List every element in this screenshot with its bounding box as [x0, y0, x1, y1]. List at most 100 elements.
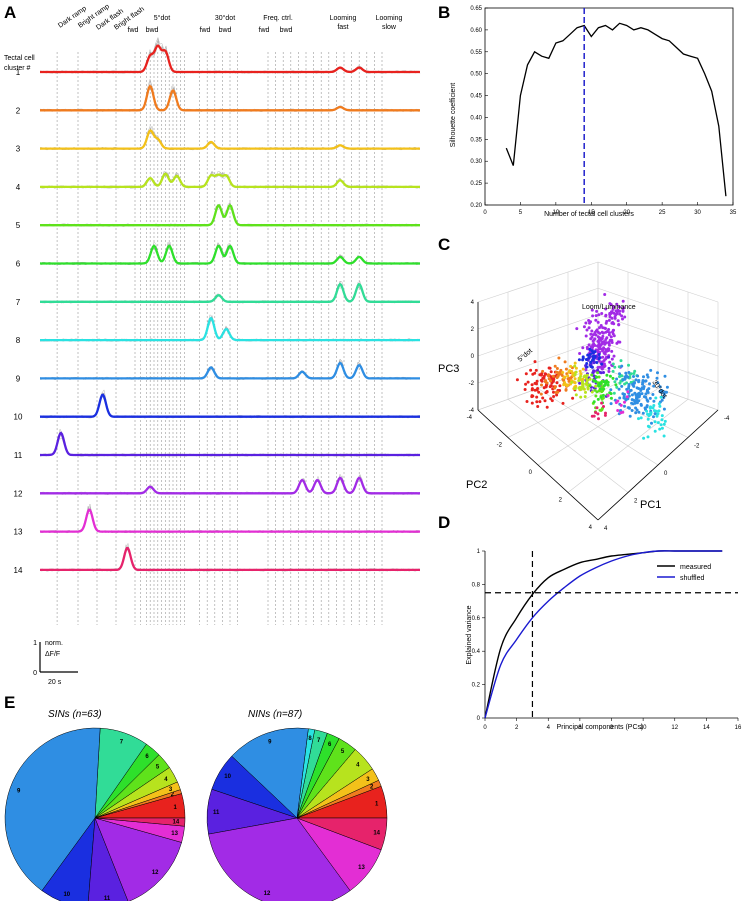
- c-cell-point-511: [600, 390, 604, 394]
- c-cell-point-42: [601, 355, 605, 359]
- c-cell-point-697: [645, 389, 649, 393]
- pie1-label-12: 12: [152, 870, 159, 876]
- c-cell-point-441: [566, 374, 570, 378]
- c-cell-point-771: [596, 412, 600, 416]
- c-pc3-tick-2: 0: [471, 354, 475, 360]
- c-cell-point-88: [612, 328, 615, 332]
- c-cell-point-530: [614, 383, 618, 387]
- c-cell-point-739: [646, 435, 650, 439]
- c-cell-point-71: [607, 341, 611, 344]
- c-cell-point-264: [584, 358, 588, 361]
- c-cell-point-385: [554, 385, 557, 389]
- c-cell-point-740: [657, 409, 661, 413]
- c-cell-point-297: [536, 405, 540, 408]
- c-cell-point-279: [586, 353, 590, 357]
- cluster-mean-trace-12: [40, 476, 420, 495]
- c-cell-point-165: [604, 330, 608, 334]
- c-cell-point-443: [574, 366, 578, 370]
- c-cell-point-717: [627, 371, 631, 374]
- c-cell-point-607: [634, 397, 638, 400]
- c-cell-point-125: [595, 309, 599, 313]
- c-cell-point-592: [624, 371, 628, 375]
- d-series-shuffled: [484, 550, 723, 719]
- c-cell-point-257: [577, 358, 581, 362]
- pie2-label-3: 3: [366, 777, 370, 783]
- c-cell-point-400: [564, 388, 568, 392]
- c-cell-point-185: [618, 309, 622, 313]
- c-cell-point-275: [600, 362, 604, 366]
- d-ylabel: Explained variance: [466, 605, 473, 664]
- c-cell-point-186: [623, 315, 627, 319]
- c-cell-point-473: [582, 387, 586, 391]
- c-cell-point-43: [597, 313, 601, 317]
- c-cell-point-641: [618, 396, 622, 400]
- c-cell-point-192: [614, 309, 618, 313]
- c-pc2-tick-1: -2: [497, 443, 503, 449]
- c-cell-point-770: [594, 411, 598, 414]
- c-cell-point-589: [609, 388, 613, 392]
- d-ytick-0: 0: [477, 716, 481, 722]
- c-cell-point-103: [585, 328, 589, 332]
- c-cell-point-64: [609, 335, 613, 339]
- scale-bar-y-max: 1: [33, 640, 37, 647]
- c-cell-point-85: [601, 349, 604, 353]
- c-lwall-h2: [477, 314, 599, 357]
- c-lwall-h3: [477, 287, 599, 330]
- pie2-slice-14: [296, 817, 388, 851]
- c-axis-pc3: PC3: [438, 363, 459, 375]
- scale-bar-y-min: 0: [33, 670, 37, 677]
- c-pc1-tick-1: -2: [694, 444, 700, 450]
- b-xtick-0: 0: [483, 210, 487, 216]
- c-cell-point-765: [619, 403, 623, 407]
- d-ytick-0.2: 0.2: [472, 683, 481, 689]
- cluster-mean-trace-10: [40, 393, 420, 418]
- c-cell-point-351: [542, 386, 546, 390]
- c-cell-point-166: [610, 338, 614, 342]
- pie1-slice-14: [94, 817, 186, 827]
- pie2-label-8: 8: [308, 736, 312, 742]
- b-xtick-15: 15: [588, 210, 595, 216]
- c-pc3-tick-3: -2: [469, 381, 475, 387]
- stimulus-label-13-line2: fast: [337, 24, 348, 31]
- d-xtick-8: 8: [610, 725, 614, 731]
- c-cell-point-521: [601, 393, 605, 397]
- c-cell-point-649: [663, 374, 667, 378]
- c-cell-point-164: [603, 364, 607, 368]
- cluster-label-13: 13: [14, 528, 23, 537]
- c-cell-point-445: [573, 377, 577, 381]
- c-cell-point-730: [662, 434, 666, 438]
- c-cell-point-471: [582, 375, 586, 379]
- c-cell-point-723: [656, 421, 660, 425]
- c-cell-point-182: [612, 305, 616, 309]
- c-cell-point-778: [597, 417, 600, 421]
- c-cell-point-303: [529, 368, 533, 372]
- c-cell-point-712: [662, 396, 666, 399]
- b-xtick-5: 5: [519, 210, 523, 216]
- cluster-label-11: 11: [14, 451, 23, 460]
- c-cell-point-356: [542, 376, 546, 380]
- row-header-line2: cluster #: [4, 65, 31, 72]
- cell-trace-2-2: [39, 86, 421, 112]
- c-cell-point-107: [593, 331, 597, 334]
- c-cell-point-163: [607, 343, 611, 347]
- b-xtick-20: 20: [623, 210, 630, 216]
- c-cell-point-638: [652, 415, 655, 419]
- c-lwall-h1: [477, 340, 599, 384]
- c-cell-point-409: [555, 367, 559, 370]
- c-cell-point-336: [539, 373, 543, 377]
- pie1-label-11: 11: [104, 896, 111, 901]
- c-cell-point-39: [610, 349, 614, 353]
- c-cell-point-283: [524, 382, 528, 386]
- c-cell-point-60: [594, 318, 598, 322]
- c-cell-point-69: [584, 368, 588, 372]
- c-cell-point-251: [595, 361, 599, 364]
- c-cell-point-432: [573, 381, 577, 385]
- d-xlabel: Principal components (PCs): [557, 724, 644, 731]
- c-rwall-h1: [597, 340, 719, 384]
- c-cell-point-289: [524, 372, 528, 376]
- c-cell-point-564: [615, 385, 619, 389]
- c-cell-point-274: [593, 355, 597, 359]
- c-cell-point-29: [598, 326, 601, 330]
- stimulus-label-8: fwd: [200, 27, 211, 34]
- c-cell-point-599: [652, 384, 656, 388]
